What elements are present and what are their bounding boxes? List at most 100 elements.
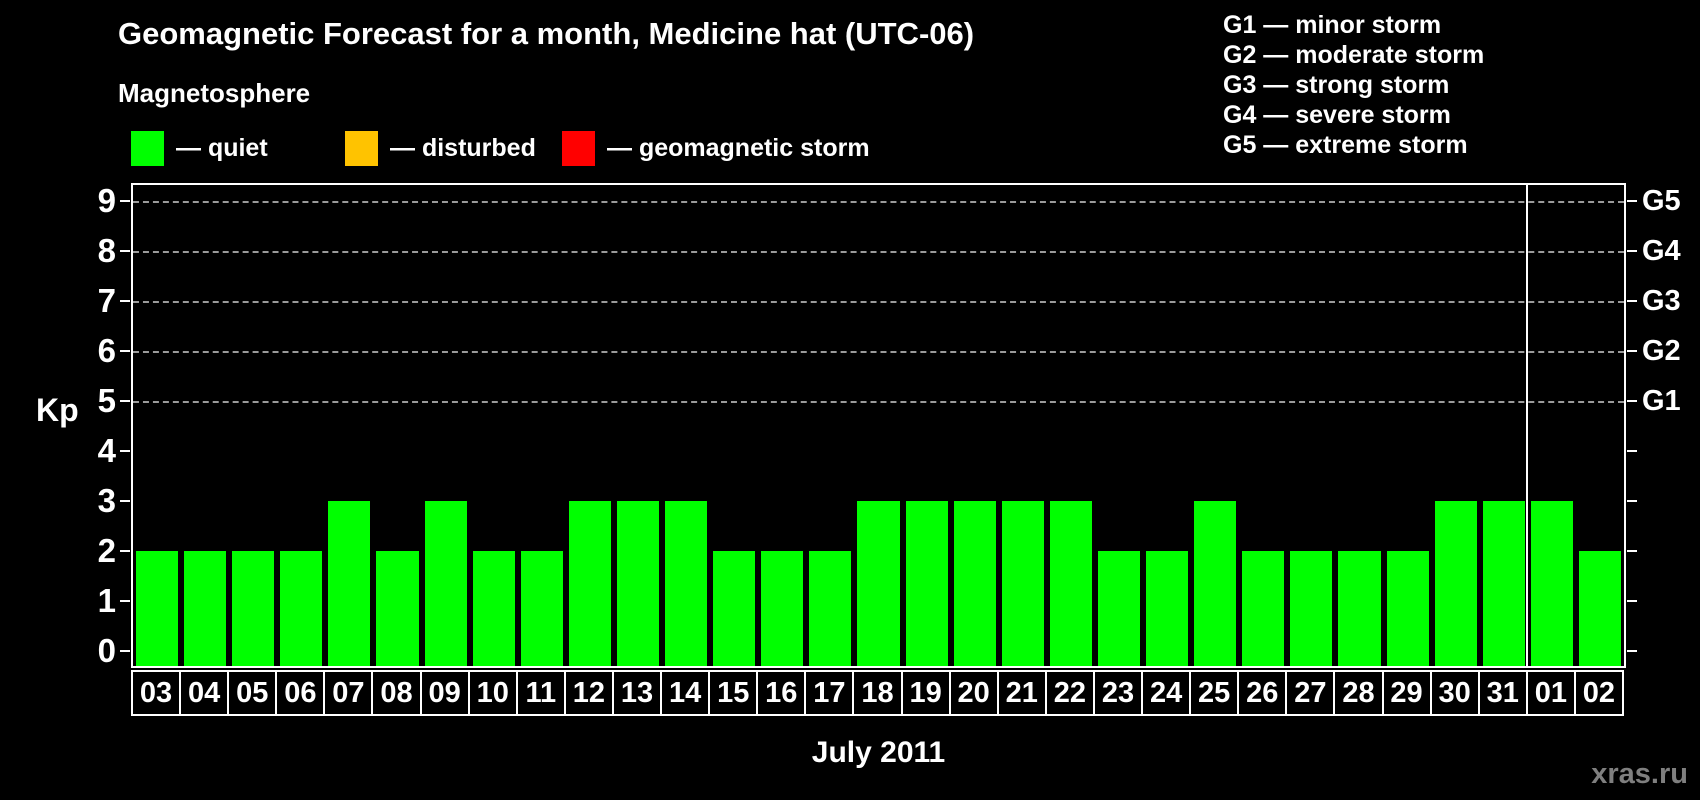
y-axis-title: Kp <box>36 392 79 428</box>
day-label-03: 03 <box>131 670 182 716</box>
watermark: xras.ru <box>1591 758 1688 790</box>
day-label-06: 06 <box>275 670 326 716</box>
day-label-18: 18 <box>852 670 903 716</box>
y-axis-tick-left-1 <box>120 600 130 602</box>
storm-scale-legend: G1 — minor storm G2 — moderate storm G3 … <box>1223 10 1484 160</box>
bar-day-15 <box>713 551 756 666</box>
day-label-08: 08 <box>371 670 422 716</box>
day-label-14: 14 <box>660 670 711 716</box>
bar-day-30 <box>1434 501 1477 666</box>
y-axis-tick-right-8 <box>1627 250 1637 252</box>
day-label-07: 07 <box>323 670 374 716</box>
legend-item-disturbed: — disturbed <box>345 131 536 166</box>
y-axis-tick-right-4 <box>1627 450 1637 452</box>
y-axis-tick-left-7 <box>120 300 130 302</box>
y-axis-label-0: 0 <box>97 632 116 669</box>
right-axis-label-g2: G2 <box>1642 335 1681 367</box>
y-axis-tick-right-0 <box>1627 650 1637 652</box>
month-separator-line <box>1525 185 1528 666</box>
day-label-23: 23 <box>1092 670 1144 716</box>
day-label-28: 28 <box>1333 670 1384 716</box>
y-axis-tick-right-9 <box>1627 200 1637 202</box>
x-axis-title: July 2011 <box>811 736 946 769</box>
y-axis-tick-left-0 <box>120 650 130 652</box>
day-label-19: 19 <box>900 670 951 716</box>
bar-day-26 <box>1242 551 1285 666</box>
bar-day-16 <box>761 551 804 666</box>
y-axis-tick-right-5 <box>1627 400 1637 402</box>
bar-day-11 <box>520 551 563 666</box>
disturbed-swatch-icon <box>345 131 378 166</box>
y-axis-tick-right-2 <box>1627 550 1637 552</box>
bar-day-10 <box>472 551 515 666</box>
bar-day-27 <box>1290 551 1333 666</box>
day-label-05: 05 <box>227 670 278 716</box>
y-axis-label-5: 5 <box>97 382 116 419</box>
day-label-31: 31 <box>1477 670 1528 716</box>
day-label-29: 29 <box>1381 670 1432 716</box>
day-label-09: 09 <box>419 670 470 716</box>
legend-item-label: — disturbed <box>390 134 536 162</box>
day-label-21: 21 <box>996 670 1047 716</box>
day-label-10: 10 <box>467 670 518 716</box>
bar-day-21 <box>1001 501 1044 666</box>
bar-day-12 <box>568 501 611 666</box>
plot-area <box>131 183 1626 668</box>
legend-item-geomagnetic-storm: — geomagnetic storm <box>562 131 870 166</box>
day-label-30: 30 <box>1429 670 1480 716</box>
y-axis-tick-left-8 <box>120 250 130 252</box>
right-axis-label-g3: G3 <box>1642 285 1681 317</box>
bar-day-24 <box>1146 551 1189 666</box>
day-label-26: 26 <box>1237 670 1288 716</box>
bar-day-31 <box>1482 501 1525 666</box>
bar-day-19 <box>905 501 948 666</box>
storm-scale-g5: G5 — extreme storm <box>1223 131 1468 159</box>
bar-day-14 <box>665 501 708 666</box>
y-axis-label-9: 9 <box>97 182 116 219</box>
day-label-04: 04 <box>179 670 230 716</box>
legend-item-label: — quiet <box>176 134 268 162</box>
storm-scale-g4: G4 — severe storm <box>1223 101 1451 129</box>
legend-item-quiet: — quiet <box>131 131 268 166</box>
bar-day-09 <box>424 501 467 666</box>
bar-day-13 <box>616 501 660 666</box>
y-axis-label-1: 1 <box>97 582 116 619</box>
day-label-16: 16 <box>756 670 807 716</box>
bar-day-28 <box>1338 551 1381 666</box>
bar-day-03 <box>136 551 179 666</box>
day-label-12: 12 <box>563 670 614 716</box>
y-axis-tick-right-6 <box>1627 350 1637 352</box>
gridline-kp6 <box>133 351 1624 353</box>
day-label-13: 13 <box>611 670 663 716</box>
right-axis-label-g4: G4 <box>1642 235 1681 267</box>
bar-day-29 <box>1386 551 1429 666</box>
y-axis-tick-right-7 <box>1627 300 1637 302</box>
y-axis-label-7: 7 <box>97 282 116 319</box>
gridline-kp7 <box>133 301 1624 303</box>
y-axis-tick-left-5 <box>120 400 130 402</box>
page-title: Geomagnetic Forecast for a month, Medici… <box>118 16 975 51</box>
storm-scale-g3: G3 — strong storm <box>1223 71 1450 99</box>
y-axis-label-8: 8 <box>97 232 116 269</box>
bar-day-17 <box>809 551 852 666</box>
y-axis-tick-left-9 <box>120 200 130 202</box>
y-axis-label-3: 3 <box>97 482 116 519</box>
bar-day-20 <box>953 501 996 666</box>
right-axis-label-g1: G1 <box>1642 385 1681 417</box>
bar-day-05 <box>232 551 275 666</box>
day-label-11: 11 <box>515 670 566 716</box>
day-label-17: 17 <box>804 670 855 716</box>
day-label-24: 24 <box>1141 670 1192 716</box>
day-label-25: 25 <box>1189 670 1240 716</box>
day-label-15: 15 <box>708 670 759 716</box>
bar-day-06 <box>280 551 323 666</box>
day-label-20: 20 <box>948 670 999 716</box>
y-axis-tick-right-1 <box>1627 600 1637 602</box>
y-axis-tick-right-3 <box>1627 500 1637 502</box>
legend-heading: Magnetosphere <box>118 78 311 108</box>
storm-scale-g1: G1 — minor storm <box>1223 11 1442 39</box>
day-label-01: 01 <box>1525 670 1576 716</box>
gridline-kp5 <box>133 401 1624 403</box>
day-label-22: 22 <box>1044 670 1095 716</box>
